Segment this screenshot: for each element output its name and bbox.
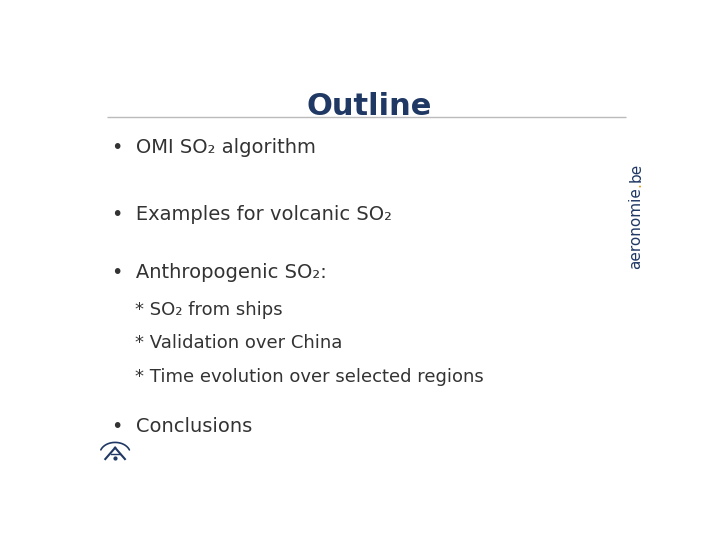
Text: •  Examples for volcanic SO₂: • Examples for volcanic SO₂ [112, 205, 392, 224]
Text: Outline: Outline [306, 92, 432, 121]
Text: * Time evolution over selected regions: * Time evolution over selected regions [112, 368, 484, 386]
Text: * SO₂ from ships: * SO₂ from ships [112, 301, 283, 319]
Text: .: . [629, 182, 644, 187]
Text: •  Anthropogenic SO₂:: • Anthropogenic SO₂: [112, 263, 327, 282]
Text: * Validation over China: * Validation over China [112, 334, 343, 353]
Text: •  Conclusions: • Conclusions [112, 417, 253, 436]
Text: be: be [629, 163, 644, 182]
Text: aeronomie: aeronomie [629, 187, 644, 268]
Text: •  OMI SO₂ algorithm: • OMI SO₂ algorithm [112, 138, 316, 158]
